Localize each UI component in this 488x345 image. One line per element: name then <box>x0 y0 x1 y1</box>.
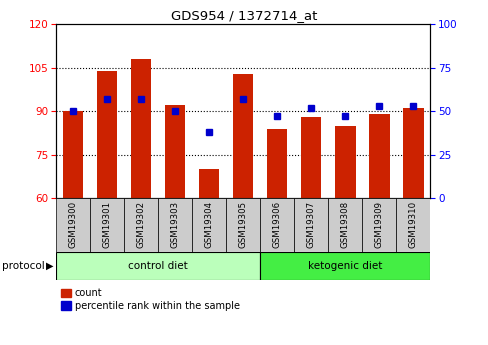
Bar <box>97 71 117 198</box>
Text: GSM19308: GSM19308 <box>340 201 349 248</box>
Bar <box>63 111 83 198</box>
Bar <box>402 108 423 198</box>
FancyBboxPatch shape <box>362 198 395 252</box>
FancyBboxPatch shape <box>90 198 124 252</box>
Bar <box>368 114 389 198</box>
Text: GSM19306: GSM19306 <box>272 201 281 248</box>
Bar <box>266 129 287 198</box>
Text: GSM19304: GSM19304 <box>204 201 213 248</box>
Bar <box>131 59 151 198</box>
Text: GDS954 / 1372714_at: GDS954 / 1372714_at <box>171 9 317 22</box>
Bar <box>165 106 185 198</box>
Text: GSM19301: GSM19301 <box>102 201 112 248</box>
Bar <box>301 117 321 198</box>
FancyBboxPatch shape <box>327 198 362 252</box>
FancyBboxPatch shape <box>124 198 158 252</box>
Text: GSM19300: GSM19300 <box>69 201 78 248</box>
Text: protocol: protocol <box>2 261 45 271</box>
FancyBboxPatch shape <box>158 198 192 252</box>
Text: ketogenic diet: ketogenic diet <box>307 261 382 271</box>
Legend: count, percentile rank within the sample: count, percentile rank within the sample <box>61 288 239 311</box>
FancyBboxPatch shape <box>192 198 226 252</box>
Text: GSM19307: GSM19307 <box>306 201 315 248</box>
Text: ▶: ▶ <box>46 261 54 271</box>
Text: GSM19305: GSM19305 <box>238 201 247 248</box>
Text: GSM19302: GSM19302 <box>137 201 145 248</box>
Bar <box>199 169 219 198</box>
FancyBboxPatch shape <box>260 252 429 280</box>
FancyBboxPatch shape <box>294 198 327 252</box>
Bar <box>233 73 253 198</box>
Text: GSM19309: GSM19309 <box>374 201 383 248</box>
FancyBboxPatch shape <box>260 198 294 252</box>
FancyBboxPatch shape <box>56 198 90 252</box>
Bar <box>334 126 355 198</box>
Text: GSM19310: GSM19310 <box>408 201 417 248</box>
FancyBboxPatch shape <box>56 252 260 280</box>
FancyBboxPatch shape <box>395 198 429 252</box>
Text: GSM19303: GSM19303 <box>170 201 180 248</box>
Text: control diet: control diet <box>128 261 188 271</box>
FancyBboxPatch shape <box>226 198 260 252</box>
